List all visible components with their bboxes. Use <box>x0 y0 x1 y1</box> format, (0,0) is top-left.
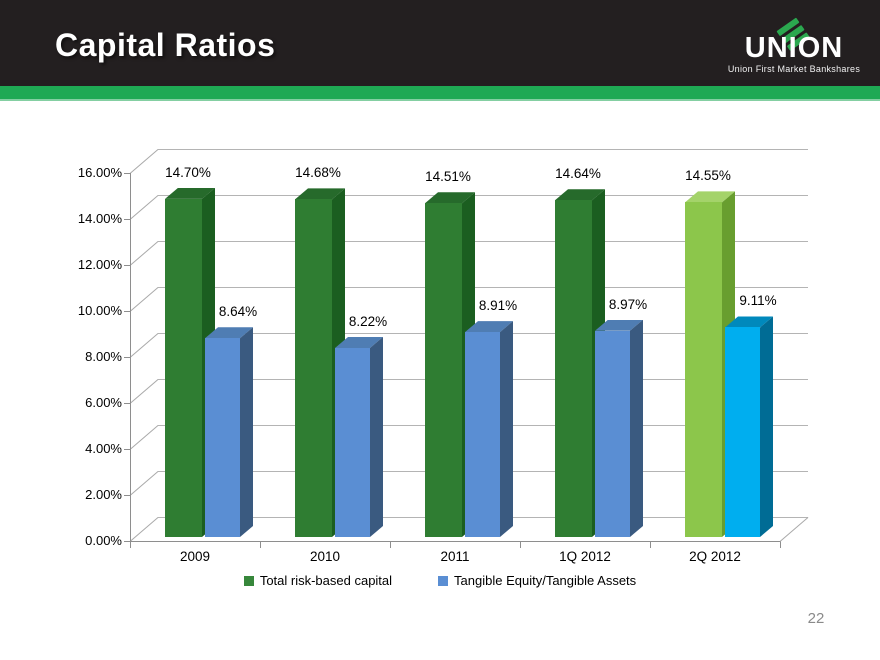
gridline-connector <box>129 333 159 358</box>
data-label-tangible-equity-2010: 8.22% <box>348 313 388 329</box>
bar-tangible-equity-1q-2012-top <box>595 320 643 331</box>
chart-legend: Total risk-based capital Tangible Equity/… <box>0 573 880 588</box>
y-axis-label: 6.00% <box>85 395 122 410</box>
union-logo: UNION Union First Market Bankshares <box>726 6 862 74</box>
bar-tangible-equity-2010-side <box>370 337 383 537</box>
legend-label: Total risk-based capital <box>259 573 393 588</box>
y-axis-label: 16.00% <box>77 165 122 180</box>
y-axis-line <box>130 173 131 541</box>
bar-risk-capital-2q-2012-top <box>685 191 735 202</box>
y-axis-label: 10.00% <box>77 303 122 318</box>
bar-tangible-equity-2010-front <box>335 347 370 537</box>
bar-tangible-equity-1q-2012-side <box>630 320 643 537</box>
bar-risk-capital-2011-front <box>425 203 462 537</box>
bar-tangible-equity-2010-top <box>335 337 383 348</box>
bar-risk-capital-2009-front <box>165 198 202 537</box>
data-label-tangible-equity-2009: 8.64% <box>218 304 258 320</box>
gridline-connector <box>129 195 159 220</box>
y-axis-tick <box>124 265 130 266</box>
bar-risk-capital-1q-2012-front <box>555 200 592 537</box>
y-axis-label: 4.00% <box>85 441 122 456</box>
legend-item-risk-capital: Total risk-based capital <box>243 573 393 588</box>
gridline-connector <box>129 241 159 266</box>
logo-tagline: Union First Market Bankshares <box>727 64 861 74</box>
bar-tangible-equity-2009-top <box>205 327 253 338</box>
y-axis-tick <box>124 403 130 404</box>
y-axis-tick <box>124 173 130 174</box>
bar-tangible-equity-1q-2012-front <box>595 330 630 537</box>
bar-tangible-equity-2009-front <box>205 338 240 537</box>
gridline <box>158 241 808 242</box>
x-axis-label-2q-2012: 2Q 2012 <box>689 549 741 564</box>
x-axis-tick <box>390 542 391 548</box>
x-axis-line <box>130 541 781 542</box>
x-axis-tick <box>520 542 521 548</box>
bar-risk-capital-1q-2012-top <box>555 189 605 200</box>
y-axis-tick <box>124 541 130 542</box>
data-label-risk-capital-2q-2012: 14.55% <box>685 168 731 184</box>
page-number: 22 <box>807 610 825 627</box>
data-label-risk-capital-2010: 14.68% <box>295 165 341 181</box>
bar-tangible-equity-2009-side <box>240 327 253 537</box>
gridline <box>158 149 808 150</box>
y-axis-tick <box>124 495 130 496</box>
bar-risk-capital-2010-top <box>295 188 345 199</box>
gridline-connector <box>129 471 159 496</box>
x-axis-label-2011: 2011 <box>440 549 470 564</box>
gridline-connector <box>129 425 159 450</box>
data-label-risk-capital-1q-2012: 14.64% <box>555 166 601 182</box>
x-axis-label-1q-2012: 1Q 2012 <box>559 549 611 564</box>
page-title: Capital Ratios <box>55 27 276 63</box>
y-axis-label: 12.00% <box>77 257 122 272</box>
y-axis-label: 8.00% <box>85 349 122 364</box>
y-axis-label: 14.00% <box>77 211 122 226</box>
legend-label: Tangible Equity/Tangible Assets <box>454 573 637 588</box>
x-axis-label-2010: 2010 <box>309 549 341 564</box>
bar-tangible-equity-2011-top <box>465 321 513 332</box>
x-axis-tick <box>260 542 261 548</box>
floor-right-edge <box>779 517 809 542</box>
gridline <box>158 195 808 196</box>
x-axis-label-2009: 2009 <box>179 549 211 564</box>
x-axis-tick <box>650 542 651 548</box>
bar-tangible-equity-2q-2012-front <box>725 327 760 537</box>
legend-item-tangible-equity: Tangible Equity/Tangible Assets <box>438 573 636 588</box>
x-axis-tick <box>130 542 131 548</box>
gridline <box>158 287 808 288</box>
bar-tangible-equity-2011-front <box>465 332 500 537</box>
y-axis-tick <box>124 449 130 450</box>
logo-wordmark: UNION <box>744 32 844 64</box>
legend-swatch-icon <box>243 575 254 586</box>
slide-header: Capital Ratios UNION Union First Market … <box>0 0 880 86</box>
y-axis-label: 0.00% <box>85 533 122 548</box>
data-label-tangible-equity-1q-2012: 8.97% <box>608 296 648 312</box>
y-axis-tick <box>124 357 130 358</box>
bar-risk-capital-2010-front <box>295 199 332 537</box>
bar-tangible-equity-2011-side <box>500 321 513 537</box>
bar-tangible-equity-2q-2012-side <box>760 316 773 537</box>
bar-risk-capital-2q-2012-front <box>685 202 722 537</box>
data-label-risk-capital-2011: 14.51% <box>425 169 471 185</box>
bar-risk-capital-2011-top <box>425 192 475 203</box>
gridline-connector <box>129 379 159 404</box>
data-label-risk-capital-2009: 14.70% <box>165 164 211 180</box>
bar-tangible-equity-2q-2012-top <box>725 316 773 327</box>
gridline-connector <box>129 287 159 312</box>
y-axis-tick <box>124 219 130 220</box>
gridline-connector <box>129 517 159 542</box>
header-accent-bar <box>0 86 880 101</box>
data-label-tangible-equity-2011: 8.91% <box>478 298 518 314</box>
data-label-tangible-equity-2q-2012: 9.11% <box>739 293 777 309</box>
legend-swatch-icon <box>438 575 449 586</box>
y-axis-tick <box>124 311 130 312</box>
x-axis-tick <box>780 542 781 548</box>
y-axis-label: 2.00% <box>85 487 122 502</box>
bar-risk-capital-2009-top <box>165 188 215 199</box>
